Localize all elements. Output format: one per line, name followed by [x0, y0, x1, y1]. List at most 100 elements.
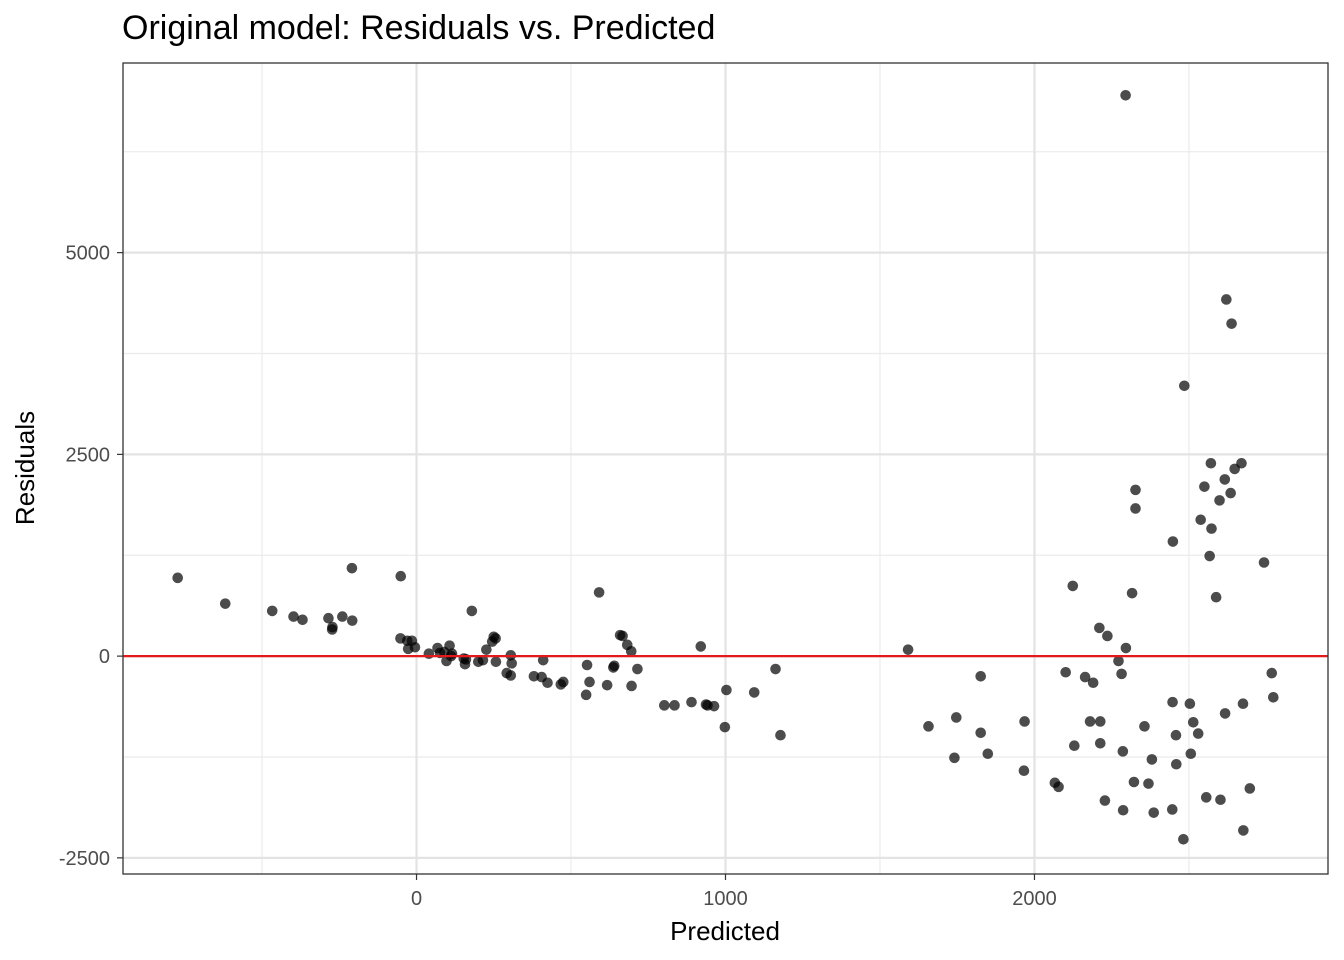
- data-point: [1219, 708, 1231, 719]
- data-point: [327, 621, 338, 633]
- data-point: [1128, 776, 1140, 788]
- data-point: [1192, 728, 1204, 739]
- data-point: [557, 676, 569, 688]
- data-point: [695, 641, 707, 652]
- data-point: [1210, 591, 1222, 603]
- data-point: [1167, 696, 1178, 708]
- data-point: [528, 670, 540, 682]
- x-tick-label: 1000: [703, 888, 748, 910]
- x-tick-label: 0: [411, 888, 422, 910]
- data-point: [982, 748, 994, 760]
- data-point: [902, 644, 914, 655]
- data-point: [1130, 503, 1141, 514]
- data-point: [1204, 550, 1215, 562]
- data-point: [505, 670, 517, 681]
- data-point: [1187, 716, 1199, 728]
- data-point: [1148, 807, 1160, 818]
- data-point: [337, 611, 348, 622]
- data-point: [775, 729, 786, 741]
- data-point: [1139, 721, 1150, 732]
- data-point: [172, 572, 183, 584]
- data-point: [1236, 457, 1247, 469]
- data-point: [632, 663, 643, 675]
- x-tick-label: 2000: [1012, 888, 1057, 910]
- data-point: [1214, 495, 1225, 506]
- data-point: [1146, 754, 1158, 765]
- data-point: [1221, 294, 1232, 305]
- data-point: [1179, 380, 1190, 392]
- data-point: [1219, 474, 1231, 485]
- data-point: [1170, 758, 1182, 770]
- data-point: [1084, 716, 1096, 727]
- data-point: [1195, 514, 1207, 526]
- data-point: [975, 670, 987, 682]
- data-point: [1178, 834, 1189, 845]
- data-point: [669, 700, 680, 711]
- data-point: [601, 679, 613, 691]
- y-tick-label: 0: [99, 646, 110, 668]
- data-point: [949, 752, 960, 764]
- data-point: [297, 614, 308, 626]
- data-point: [625, 645, 637, 657]
- chart-title: Original model: Residuals vs. Predicted: [122, 9, 715, 47]
- data-point: [1102, 630, 1113, 642]
- data-point: [423, 648, 435, 659]
- data-point: [444, 640, 455, 651]
- data-point: [409, 641, 421, 653]
- data-point: [477, 654, 489, 666]
- y-axis-title: Residuals: [10, 411, 40, 525]
- data-point: [1205, 457, 1217, 469]
- data-point: [1167, 536, 1179, 547]
- data-point: [1206, 523, 1217, 534]
- data-point: [1143, 778, 1154, 789]
- data-point: [1184, 698, 1196, 710]
- data-point: [951, 712, 962, 723]
- data-point: [1060, 666, 1071, 678]
- data-point: [1238, 825, 1249, 836]
- data-point: [770, 663, 781, 675]
- data-point: [719, 721, 731, 733]
- data-point: [748, 687, 760, 698]
- data-point: [1199, 481, 1210, 492]
- data-point: [1258, 557, 1270, 568]
- data-point: [617, 630, 628, 642]
- data-point: [659, 700, 670, 711]
- data-point: [721, 684, 732, 696]
- data-point: [1237, 698, 1249, 710]
- data-point: [581, 659, 593, 671]
- data-point: [608, 660, 620, 672]
- data-point: [1099, 795, 1111, 806]
- data-point: [975, 727, 987, 739]
- data-point: [395, 570, 407, 582]
- data-point: [346, 562, 358, 574]
- data-point: [1166, 804, 1178, 815]
- data-point: [1170, 729, 1182, 741]
- data-point: [1117, 746, 1129, 757]
- data-point: [537, 654, 549, 666]
- data-point: [593, 587, 605, 598]
- data-point: [1244, 783, 1256, 794]
- plot-panel: [122, 62, 1329, 875]
- data-point: [1200, 792, 1212, 803]
- data-point: [1079, 671, 1091, 683]
- data-point: [708, 700, 720, 712]
- data-point: [584, 676, 595, 688]
- data-point: [1094, 737, 1106, 749]
- y-tick-label: 2500: [66, 444, 111, 466]
- y-tick-label: -2500: [59, 848, 110, 870]
- data-point: [1113, 655, 1124, 667]
- data-point: [1225, 487, 1236, 499]
- data-point: [219, 598, 231, 609]
- x-axis-title: Predicted: [670, 916, 780, 946]
- data-point: [490, 633, 501, 644]
- data-point: [1226, 318, 1237, 329]
- data-point: [1069, 740, 1080, 751]
- data-point: [1268, 691, 1279, 703]
- data-point: [1087, 677, 1099, 689]
- data-point: [506, 658, 517, 669]
- data-point: [542, 677, 553, 689]
- data-point: [686, 696, 697, 708]
- data-point: [346, 615, 358, 626]
- data-point: [1126, 587, 1138, 599]
